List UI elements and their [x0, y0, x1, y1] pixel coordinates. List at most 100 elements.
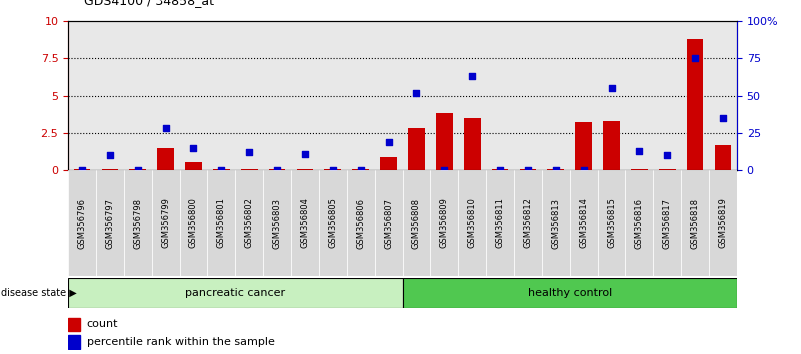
Text: GSM356814: GSM356814 [579, 198, 588, 249]
Bar [291, 170, 319, 276]
Point [438, 167, 451, 173]
Bar [68, 335, 80, 349]
Bar [458, 170, 486, 276]
Bar [631, 169, 648, 170]
Text: GSM356818: GSM356818 [690, 198, 699, 249]
Bar [68, 278, 403, 308]
Bar [714, 145, 731, 170]
Point [103, 152, 116, 158]
Text: GSM356816: GSM356816 [635, 198, 644, 249]
Bar [375, 170, 403, 276]
Text: GSM356813: GSM356813 [551, 198, 560, 249]
Bar [575, 122, 592, 170]
Bar [151, 170, 179, 276]
Text: GSM356812: GSM356812 [523, 198, 533, 249]
Text: GSM356811: GSM356811 [496, 198, 505, 249]
Bar [324, 169, 341, 170]
Point [465, 73, 478, 79]
Bar [124, 170, 151, 276]
Point [299, 151, 312, 156]
Point [578, 167, 590, 173]
Bar [264, 170, 291, 276]
Text: GSM356799: GSM356799 [161, 198, 170, 249]
Text: GDS4100 / 34858_at: GDS4100 / 34858_at [84, 0, 214, 7]
Bar [74, 169, 91, 170]
Bar [130, 169, 146, 170]
Bar [486, 170, 514, 276]
Text: healthy control: healthy control [528, 288, 612, 298]
Point [382, 139, 395, 144]
Point [215, 167, 227, 173]
Point [354, 167, 367, 173]
Bar [319, 170, 347, 276]
Text: GSM356809: GSM356809 [440, 198, 449, 249]
Bar [403, 278, 737, 308]
Bar [709, 170, 737, 276]
Text: GSM356801: GSM356801 [217, 198, 226, 249]
Text: GSM356819: GSM356819 [718, 198, 727, 249]
Bar [408, 128, 425, 170]
Bar [659, 169, 675, 170]
Point [243, 149, 256, 155]
Point [187, 145, 200, 150]
Point [75, 167, 88, 173]
Bar [681, 170, 709, 276]
Text: pancreatic cancer: pancreatic cancer [185, 288, 285, 298]
Bar [179, 170, 207, 276]
Text: GSM356806: GSM356806 [356, 198, 365, 249]
Text: GSM356803: GSM356803 [272, 198, 282, 249]
Text: GSM356800: GSM356800 [189, 198, 198, 249]
Text: count: count [87, 319, 119, 329]
Point [410, 90, 423, 96]
Text: GSM356797: GSM356797 [106, 198, 115, 249]
Bar [102, 169, 119, 170]
Bar [68, 318, 80, 331]
Bar [547, 169, 564, 170]
Bar [213, 169, 230, 170]
Point [159, 125, 172, 131]
Bar [520, 169, 537, 170]
Bar [430, 170, 458, 276]
Bar [492, 169, 509, 170]
Bar [352, 169, 369, 170]
Bar [403, 170, 430, 276]
Point [131, 167, 144, 173]
Text: GSM356796: GSM356796 [78, 198, 87, 249]
Point [689, 56, 702, 61]
Text: disease state ▶: disease state ▶ [1, 288, 77, 298]
Bar [570, 170, 598, 276]
Bar [686, 39, 703, 170]
Text: GSM356804: GSM356804 [300, 198, 309, 249]
Bar [347, 170, 375, 276]
Text: GSM356815: GSM356815 [607, 198, 616, 249]
Bar [96, 170, 124, 276]
Bar [598, 170, 626, 276]
Bar [296, 169, 313, 170]
Point [327, 167, 340, 173]
Bar [654, 170, 681, 276]
Bar [541, 170, 570, 276]
Point [271, 167, 284, 173]
Bar [235, 170, 264, 276]
Bar [68, 170, 96, 276]
Point [521, 167, 534, 173]
Bar [269, 169, 285, 170]
Point [493, 167, 506, 173]
Bar [157, 148, 174, 170]
Text: GSM356802: GSM356802 [245, 198, 254, 249]
Text: GSM356810: GSM356810 [468, 198, 477, 249]
Point [605, 85, 618, 91]
Point [661, 152, 674, 158]
Text: GSM356817: GSM356817 [662, 198, 672, 249]
Point [717, 115, 730, 121]
Bar [436, 113, 453, 170]
Bar [241, 169, 258, 170]
Point [633, 148, 646, 153]
Text: GSM356805: GSM356805 [328, 198, 337, 249]
Bar [514, 170, 541, 276]
Text: GSM356807: GSM356807 [384, 198, 393, 249]
Text: GSM356798: GSM356798 [133, 198, 143, 249]
Bar [464, 118, 481, 170]
Bar [207, 170, 235, 276]
Bar [603, 121, 620, 170]
